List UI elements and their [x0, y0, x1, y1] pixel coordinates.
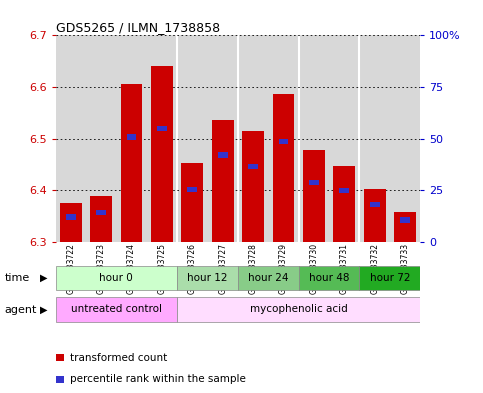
- Text: GDS5265 / ILMN_1738858: GDS5265 / ILMN_1738858: [56, 21, 220, 34]
- Bar: [238, 35, 268, 242]
- Bar: [303, 151, 325, 242]
- Bar: [116, 35, 147, 242]
- Bar: [272, 94, 295, 242]
- Bar: [56, 297, 177, 322]
- Bar: [390, 35, 420, 242]
- Bar: [333, 166, 355, 242]
- Bar: [90, 196, 112, 242]
- Bar: [86, 35, 116, 242]
- Bar: [96, 210, 106, 215]
- Text: percentile rank within the sample: percentile rank within the sample: [70, 374, 246, 384]
- Bar: [127, 134, 136, 140]
- Text: hour 0: hour 0: [99, 273, 133, 283]
- Bar: [279, 139, 288, 144]
- Text: hour 72: hour 72: [369, 273, 410, 283]
- Text: time: time: [5, 273, 30, 283]
- Text: ▶: ▶: [40, 305, 47, 315]
- Bar: [177, 297, 420, 322]
- Bar: [359, 266, 420, 290]
- Bar: [242, 131, 264, 242]
- Bar: [248, 164, 258, 169]
- Text: ▶: ▶: [40, 273, 47, 283]
- Bar: [268, 35, 298, 242]
- Bar: [187, 187, 197, 192]
- Bar: [121, 84, 142, 242]
- Bar: [238, 266, 298, 290]
- Text: mycophenolic acid: mycophenolic acid: [250, 305, 348, 314]
- Bar: [212, 121, 234, 242]
- Bar: [56, 35, 86, 242]
- Bar: [309, 180, 319, 185]
- Bar: [218, 152, 227, 158]
- Bar: [298, 35, 329, 242]
- Text: hour 48: hour 48: [309, 273, 349, 283]
- Text: hour 12: hour 12: [187, 273, 228, 283]
- Bar: [208, 35, 238, 242]
- Bar: [177, 35, 208, 242]
- Bar: [329, 35, 359, 242]
- Bar: [394, 212, 416, 242]
- Text: agent: agent: [5, 305, 37, 315]
- Bar: [157, 126, 167, 131]
- Bar: [298, 266, 359, 290]
- Bar: [369, 202, 380, 207]
- Bar: [364, 189, 385, 242]
- Bar: [151, 66, 173, 242]
- Bar: [400, 217, 410, 222]
- Text: hour 24: hour 24: [248, 273, 288, 283]
- Text: transformed count: transformed count: [70, 353, 167, 363]
- Bar: [56, 266, 177, 290]
- Bar: [340, 187, 349, 193]
- Bar: [181, 163, 203, 242]
- Bar: [359, 35, 390, 242]
- Bar: [147, 35, 177, 242]
- Bar: [177, 266, 238, 290]
- Bar: [60, 203, 82, 242]
- Bar: [66, 214, 76, 220]
- Text: untreated control: untreated control: [71, 305, 162, 314]
